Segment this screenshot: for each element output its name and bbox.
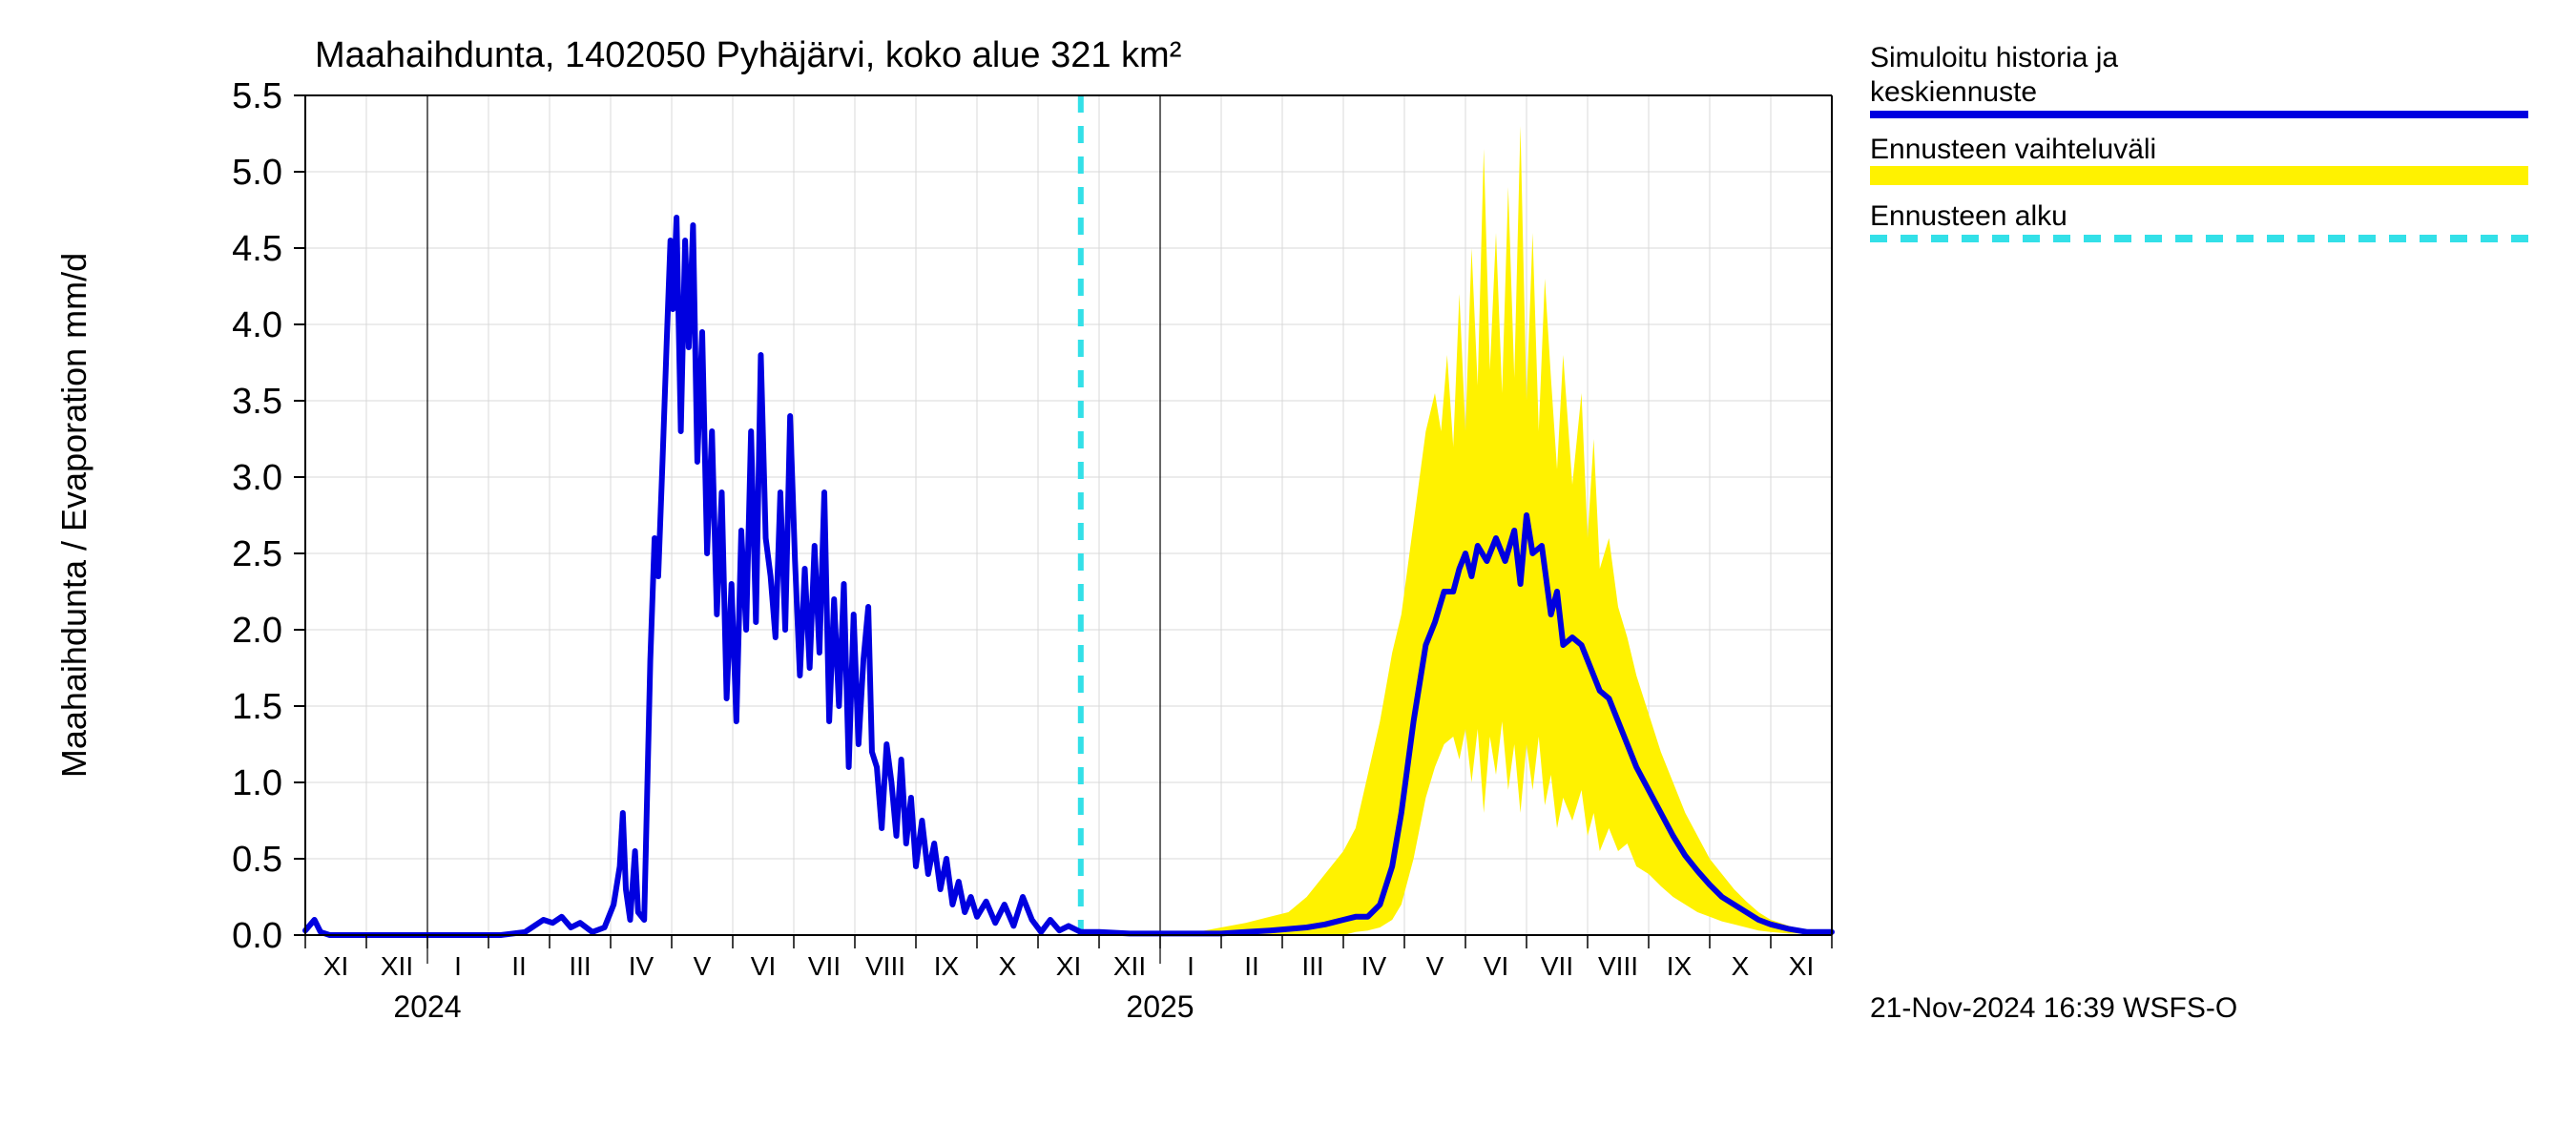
- y-tick-label: 3.5: [232, 382, 282, 422]
- y-tick-label: 1.5: [232, 687, 282, 727]
- x-tick-label: X: [1732, 951, 1750, 981]
- legend-range-swatch: [1870, 166, 2528, 185]
- y-tick-label: 0.5: [232, 840, 282, 880]
- y-tick-label: 5.0: [232, 153, 282, 193]
- chart-title: Maahaihdunta, 1402050 Pyhäjärvi, koko al…: [315, 35, 1181, 75]
- x-tick-label: V: [694, 951, 712, 981]
- x-tick-label: XII: [381, 951, 413, 981]
- y-tick-label: 4.0: [232, 305, 282, 345]
- x-tick-label: I: [454, 951, 462, 981]
- x-tick-label: IV: [629, 951, 654, 981]
- x-tick-label: IX: [1667, 951, 1693, 981]
- chart-root: 0.00.51.01.52.02.53.03.54.04.55.05.5XIXI…: [0, 0, 2576, 1145]
- y-tick-label: 2.5: [232, 534, 282, 574]
- x-tick-label: XI: [1789, 951, 1814, 981]
- x-tick-label: VII: [808, 951, 841, 981]
- x-tick-label: III: [1301, 951, 1323, 981]
- y-tick-label: 4.5: [232, 229, 282, 269]
- y-tick-label: 5.5: [232, 76, 282, 116]
- x-tick-label: XI: [323, 951, 348, 981]
- x-tick-label: VII: [1541, 951, 1573, 981]
- x-tick-label: X: [999, 951, 1017, 981]
- x-tick-label: II: [511, 951, 527, 981]
- y-tick-label: 1.0: [232, 763, 282, 803]
- legend-sim-label-2: keskiennuste: [1870, 76, 2037, 108]
- x-tick-label: V: [1426, 951, 1444, 981]
- year-label: 2024: [393, 989, 461, 1024]
- y-tick-label: 3.0: [232, 458, 282, 498]
- footer-text: 21-Nov-2024 16:39 WSFS-O: [1870, 992, 2237, 1024]
- legend-start-label: Ennusteen alku: [1870, 200, 2067, 232]
- x-tick-label: VIII: [1598, 951, 1638, 981]
- y-axis-label: Maahaihdunta / Evaporation mm/d: [54, 253, 93, 778]
- legend-sim-label-1: Simuloitu historia ja: [1870, 42, 2118, 73]
- year-label: 2025: [1126, 989, 1194, 1024]
- y-tick-label: 0.0: [232, 916, 282, 956]
- x-tick-label: IX: [934, 951, 960, 981]
- x-tick-label: II: [1244, 951, 1259, 981]
- x-tick-label: XII: [1113, 951, 1146, 981]
- y-tick-label: 2.0: [232, 611, 282, 651]
- legend-range-label: Ennusteen vaihteluväli: [1870, 134, 2156, 165]
- x-tick-label: VIII: [865, 951, 905, 981]
- x-tick-label: XI: [1056, 951, 1081, 981]
- x-tick-label: VI: [751, 951, 776, 981]
- x-tick-label: VI: [1484, 951, 1508, 981]
- chart-svg: 0.00.51.01.52.02.53.03.54.04.55.05.5XIXI…: [0, 0, 2576, 1145]
- x-tick-label: III: [569, 951, 591, 981]
- x-tick-label: I: [1187, 951, 1195, 981]
- x-tick-label: IV: [1361, 951, 1387, 981]
